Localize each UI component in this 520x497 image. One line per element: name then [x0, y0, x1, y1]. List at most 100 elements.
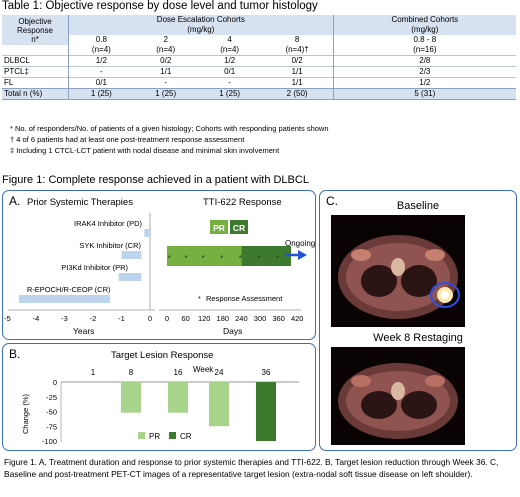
- panel-c-letter: C.: [326, 194, 338, 208]
- years-tick-label: -2: [90, 314, 97, 323]
- y-ticks: 0 -25 -50 -75 -100: [42, 378, 57, 446]
- category-label: 24: [215, 368, 224, 377]
- y-tick-label: 0: [53, 378, 57, 387]
- table-dose-row: 0.8 2 4 8 0.8 - 8: [2, 35, 516, 45]
- ongoing-label: Ongoing: [285, 239, 315, 248]
- years-label: Years: [73, 326, 94, 336]
- days-tick-label: 0: [165, 314, 169, 323]
- response-assessment-marker: *: [167, 254, 170, 263]
- header-line: Response: [16, 25, 54, 35]
- table-title: Table 1: Objective response by dose leve…: [2, 0, 318, 12]
- years-tick-label: -4: [33, 314, 40, 323]
- footnote: † 4 of 6 patients had at least one post-…: [10, 135, 245, 144]
- table-cell: 2 (50): [261, 88, 334, 100]
- week8-label: Week 8 Restaging: [373, 332, 463, 344]
- table-cell: 0/1: [197, 66, 262, 78]
- therapy-bar: [144, 229, 150, 237]
- bar: [256, 382, 276, 441]
- footnote: ‡ Including 1 CTCL-LCT patient with noda…: [10, 146, 280, 155]
- table-row: FL 0/1 - - 1/1 1/2: [2, 77, 516, 89]
- bar: [168, 382, 188, 413]
- shoulder-left: [351, 375, 371, 387]
- lung-left: [361, 391, 397, 419]
- table-row: PTCL‡ - 1/1 0/1 1/1 2/3: [2, 66, 516, 78]
- response-assessment-marker: *: [257, 254, 260, 263]
- cr-box: [230, 220, 248, 234]
- category-label: 1: [91, 368, 96, 377]
- week-label: Week: [193, 365, 214, 374]
- category-label: 36: [262, 368, 271, 377]
- days-tick-label: 120: [198, 314, 211, 323]
- legend-pr-swatch: [138, 432, 145, 439]
- days-label: Days: [223, 326, 242, 336]
- days-tick-label: 180: [217, 314, 230, 323]
- therapy-label: R-EPOCH/R-CEOP (CR): [27, 285, 111, 294]
- response-assessment-marker: *: [184, 254, 187, 263]
- days-tick-label: 360: [272, 314, 285, 323]
- shoulder-left: [351, 249, 371, 261]
- response-assessment-marker: *: [276, 254, 279, 263]
- n-cell: (n=4)†: [261, 45, 334, 56]
- prior-therapies-title: Prior Systemic Therapies: [27, 197, 133, 208]
- y-tick-label: -100: [42, 437, 57, 446]
- table-cell: 5 (31): [333, 88, 516, 100]
- days-tick-label: 420: [291, 314, 304, 323]
- table-cell: 1 (25): [68, 88, 134, 100]
- tti-response-title: TTI-622 Response: [203, 197, 282, 208]
- cr-label: CR: [233, 223, 245, 233]
- combined-header: Combined Cohorts: [333, 15, 516, 25]
- lesion-circle-marker: [430, 282, 460, 308]
- table-cell: 1 (25): [197, 88, 262, 100]
- response-assessment-marker: *: [239, 254, 242, 263]
- panel-b-letter: B.: [9, 347, 20, 361]
- week8-pet-ct-image: [331, 347, 465, 445]
- table-cell: -: [68, 66, 134, 78]
- spine: [391, 258, 405, 276]
- legend-cr-label: CR: [180, 432, 192, 441]
- therapy-label: SYK Inhibitor (CR): [79, 241, 141, 250]
- pr-box: [210, 220, 228, 234]
- therapy-label: IRAK4 Inhibitor (PD): [74, 219, 142, 228]
- table-header-row-2: (mg/kg) (mg/kg): [2, 25, 516, 35]
- panel-a-chart: A. Prior Systemic Therapies TTI-622 Resp…: [4, 194, 315, 336]
- panel-a-letter: A.: [9, 194, 20, 208]
- table-cell: 1 (25): [133, 88, 198, 100]
- baseline-scan: [338, 235, 460, 319]
- years-tick-label: -3: [61, 314, 68, 323]
- table-cell: 1/2: [68, 55, 134, 67]
- lesion-core: [441, 291, 449, 299]
- panel-b-chart: B. Target Lesion Response Week Change (%…: [9, 347, 299, 446]
- days-ticks: 0 60 120 180 240 300 360 420: [165, 314, 304, 323]
- years-tick-label: -1: [118, 314, 125, 323]
- assessment-legend-label: Response Assessment: [206, 294, 283, 303]
- combined-unit: (mg/kg): [333, 25, 516, 35]
- response-table: Objective Response n* Dose Escalation Co…: [2, 15, 516, 100]
- table-cell: -: [133, 77, 198, 89]
- panel-b: B. Target Lesion Response Week Change (%…: [2, 343, 316, 451]
- days-tick-label: 300: [254, 314, 267, 323]
- table-row: DLBCL 1/2 0/2 1/2 0/2 2/8: [2, 55, 516, 67]
- y-axis-label: Change (%): [21, 393, 30, 434]
- years-tick-label: 0: [148, 314, 152, 323]
- pr-label: PR: [213, 223, 225, 233]
- table-cell: -: [197, 77, 262, 89]
- table-n-row: (n=4) (n=4) (n=4) (n=4)† (n=16): [2, 45, 516, 56]
- assessment-legend-marker-icon: *: [198, 296, 201, 303]
- panel-a: A. Prior Systemic Therapies TTI-622 Resp…: [2, 190, 316, 340]
- table-cell: 1/2: [333, 77, 516, 89]
- figure-caption: Figure 1. A, Treatment duration and resp…: [4, 457, 499, 479]
- shoulder-right: [425, 249, 445, 261]
- header-line: n*: [31, 34, 39, 44]
- ongoing-arrow-head-icon: [298, 250, 307, 260]
- row-label: PTCL‡: [2, 66, 69, 78]
- footnote: * No. of responders/No. of patients of a…: [10, 124, 329, 133]
- dose-cell: 0.8: [68, 35, 134, 45]
- figure-title: Figure 1: Complete response achieved in …: [2, 174, 309, 186]
- days-tick-label: 240: [235, 314, 248, 323]
- baseline-pet-ct-image: [331, 215, 465, 327]
- n-cell: (n=4): [91, 45, 111, 54]
- days-tick-label: 60: [181, 314, 189, 323]
- baseline-label: Baseline: [396, 200, 440, 212]
- y-tick-label: -25: [46, 393, 57, 402]
- lung-right: [401, 265, 437, 297]
